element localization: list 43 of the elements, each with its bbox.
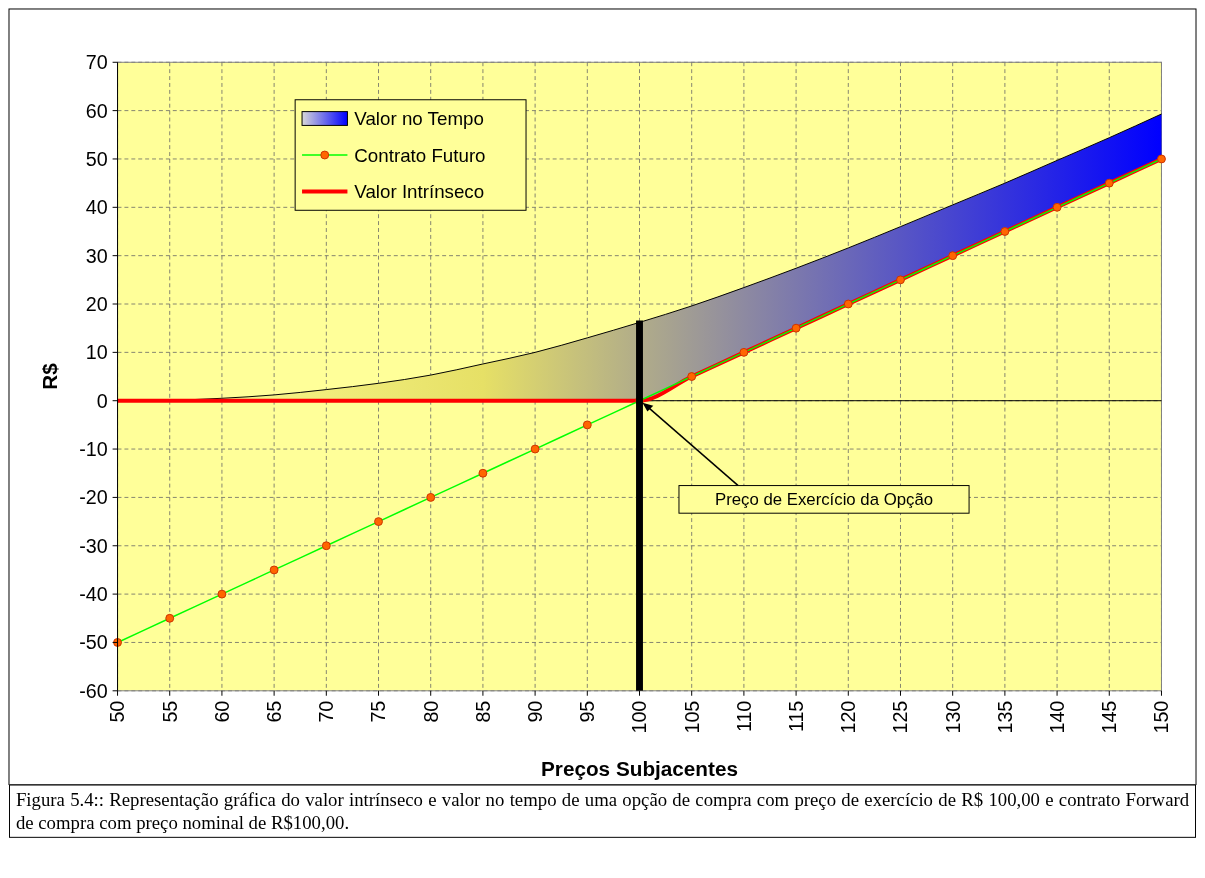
x-tick-label: 150 <box>1150 700 1173 734</box>
x-tick-label: 135 <box>993 700 1016 734</box>
ref-line-label: Preço de Exercício da Opção <box>714 490 934 510</box>
y-tick-label: -10 <box>79 437 108 460</box>
x-tick-label: 60 <box>210 700 233 723</box>
x-tick-label: 125 <box>889 700 912 734</box>
x-tick-label: 50 <box>106 700 129 723</box>
y-tick-label: 10 <box>85 341 108 364</box>
y-tick-label: 40 <box>85 196 108 219</box>
y-axis-title: R$ <box>38 362 62 390</box>
x-tick-label: 120 <box>837 700 860 734</box>
x-tick-label: 105 <box>680 700 703 734</box>
legend-label: Valor Intrínseco <box>354 181 485 203</box>
legend-label: Valor no Tempo <box>354 108 484 130</box>
callout-box: Preço de Exercício da Opção <box>678 485 970 514</box>
y-tick-label: -30 <box>79 534 108 557</box>
x-tick-label: 90 <box>524 700 547 723</box>
y-tick-label: -40 <box>79 583 108 606</box>
legend-label: Contrato Futuro <box>354 144 486 166</box>
y-tick-label: 70 <box>85 51 108 74</box>
x-tick-label: 140 <box>1045 700 1068 734</box>
text: Figura 5.4:: Representação gráfica do valor intrínseco e valor no tempo de uma opção de compra com preço de exercício de R$ 100,00 e contrato Forward de compra com preço nominal de R$100,00. <box>15 788 1190 834</box>
y-tick-label: 50 <box>85 147 108 170</box>
x-tick-label: 115 <box>785 700 807 733</box>
x-tick-label: 130 <box>941 700 964 734</box>
y-tick-label: 0 <box>96 389 108 412</box>
x-tick-label: 95 <box>576 700 599 723</box>
x-tick-label: 85 <box>471 700 494 723</box>
x-tick-label: 100 <box>628 700 651 734</box>
y-tick-label: -50 <box>79 631 108 654</box>
x-tick-label: 80 <box>419 700 442 723</box>
y-tick-label: -20 <box>79 486 108 509</box>
x-tick-label: 65 <box>263 700 286 723</box>
x-tick-label: 70 <box>315 700 338 723</box>
y-tick-label: 20 <box>85 292 108 315</box>
y-tick-label: -60 <box>79 679 108 702</box>
x-tick-label: 110 <box>732 700 755 733</box>
x-tick-label: 145 <box>1098 700 1121 734</box>
x-axis-title: Preços Subjacentes <box>541 756 738 780</box>
y-tick-label: 60 <box>85 99 108 122</box>
x-tick-label: 75 <box>367 700 390 723</box>
x-tick-label: 55 <box>158 700 181 723</box>
y-tick-label: 30 <box>85 244 108 267</box>
